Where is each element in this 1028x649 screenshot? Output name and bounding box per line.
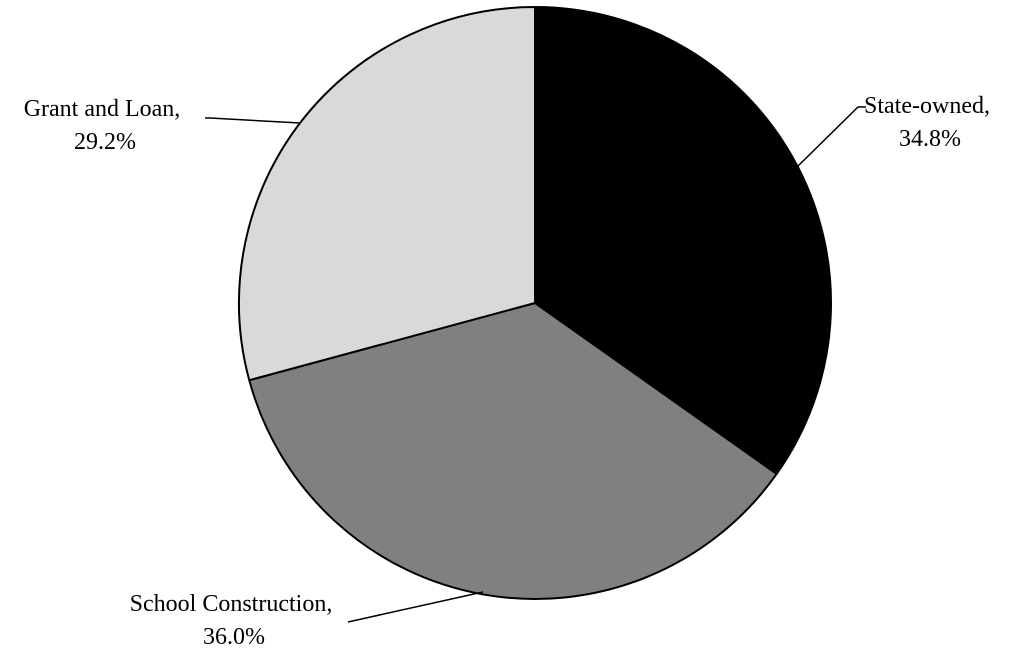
slice-percent-state-owned: 34.8%: [899, 126, 961, 152]
slice-label-grant-and-loan: Grant and Loan, 29.2%: [24, 96, 187, 155]
leader-line-grant-and-loan: [205, 117, 301, 124]
slice-percent-school-construction: 36.0%: [203, 624, 265, 649]
slice-label-school-construction: School Construction, 36.0%: [130, 591, 339, 649]
leader-line-state-owned: [796, 106, 866, 168]
leader-line-school-construction: [347, 591, 484, 623]
slice-name-grant-and-loan: Grant and Loan: [24, 96, 175, 122]
pie-slices: [238, 6, 833, 600]
slice-name-school-construction: School Construction: [130, 591, 327, 617]
pie-slice-school-construction: [248, 302, 778, 600]
slice-label-state-owned: State-owned, 34.8%: [864, 93, 996, 152]
slice-name-state-owned: State-owned: [864, 93, 984, 119]
slice-percent-grant-and-loan: 29.2%: [74, 129, 136, 155]
leader-lines: [205, 106, 866, 623]
